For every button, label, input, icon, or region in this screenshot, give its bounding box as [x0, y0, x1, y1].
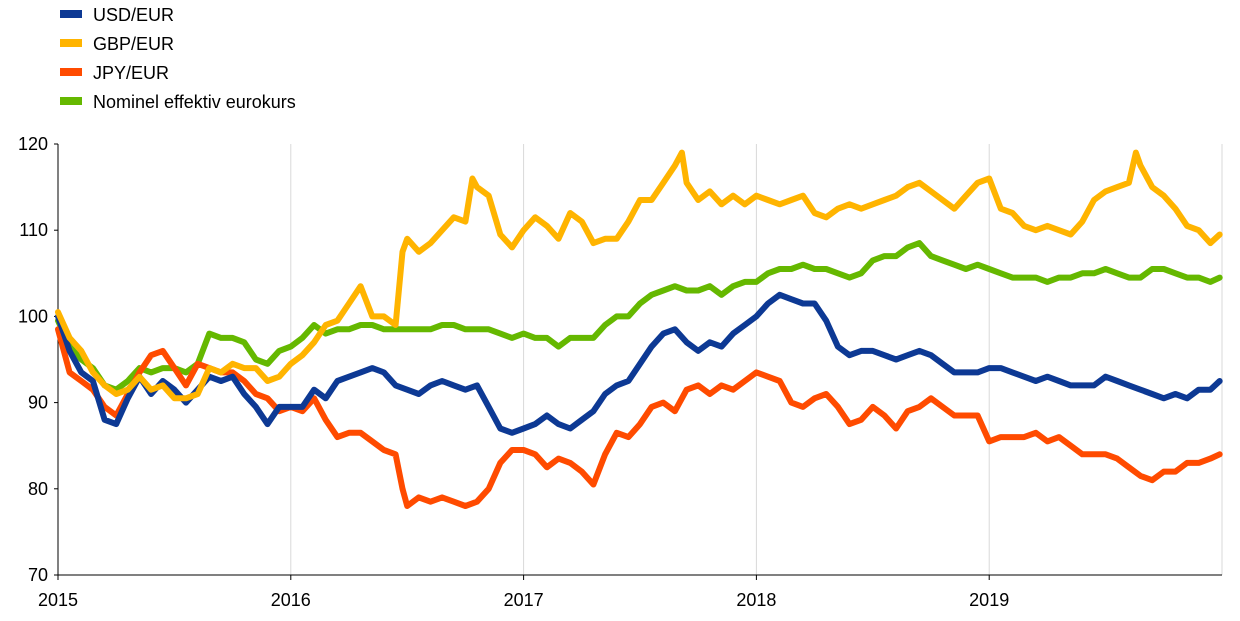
- x-tick-label-2016: 2016: [271, 590, 311, 610]
- x-tick-label-2018: 2018: [736, 590, 776, 610]
- legend-label-gbp-eur: GBP/EUR: [93, 34, 174, 54]
- y-tick-label-90: 90: [28, 393, 48, 413]
- legend-swatch-usd-eur: [60, 10, 82, 18]
- y-tick-label-100: 100: [18, 306, 48, 326]
- y-tick-label-70: 70: [28, 565, 48, 585]
- series-line-usd-eur: [55, 291, 1223, 436]
- series-line-jpy-eur: [55, 326, 1223, 509]
- series-line-gbp-eur: [55, 149, 1223, 402]
- y-tick-label-80: 80: [28, 479, 48, 499]
- legend-label-nominel-effektiv-eurokurs: Nominel effektiv eurokurs: [93, 92, 296, 112]
- axes: [57, 144, 1222, 576]
- x-tick-label-2017: 2017: [504, 590, 544, 610]
- legend-label-jpy-eur: JPY/EUR: [93, 63, 169, 83]
- series-lines: [55, 149, 1223, 509]
- legend: USD/EUR GBP/EUR JPY/EUR Nominel effektiv eu…: [60, 5, 296, 112]
- y-axis-ticks: 70 80 90 100 110 120: [18, 134, 58, 585]
- legend-swatch-nominel-effektiv-eurokurs: [60, 97, 82, 105]
- legend-swatch-gbp-eur: [60, 39, 82, 47]
- y-tick-label-110: 110: [19, 220, 48, 240]
- x-tick-label-2015: 2015: [38, 590, 78, 610]
- y-tick-label-120: 120: [18, 134, 48, 154]
- legend-swatch-jpy-eur: [60, 68, 82, 76]
- x-tick-label-2019: 2019: [969, 590, 1009, 610]
- series-line-nominel-effektiv-eurokurs: [55, 240, 1223, 393]
- legend-label-usd-eur: USD/EUR: [93, 5, 174, 25]
- x-axis-ticks: 2015 2016 2017 2018 2019: [38, 575, 1009, 610]
